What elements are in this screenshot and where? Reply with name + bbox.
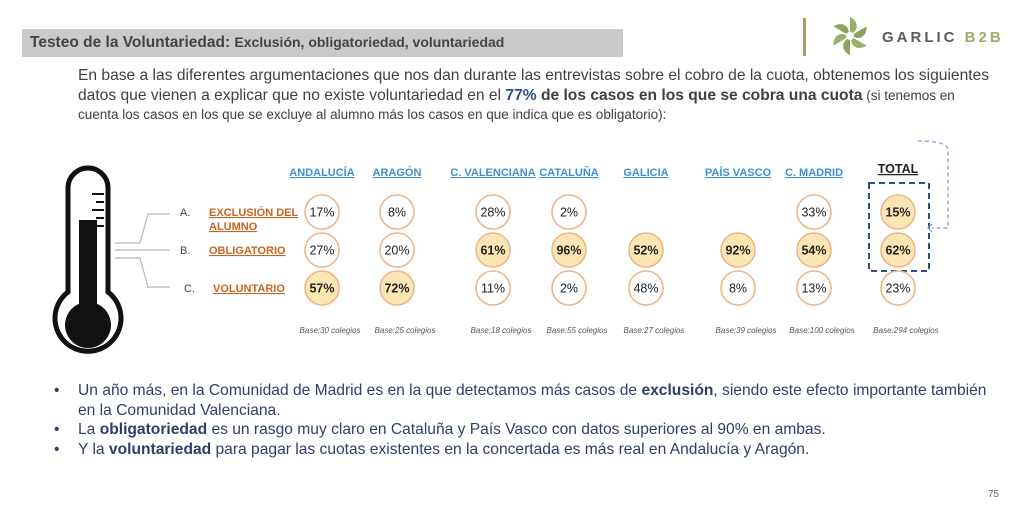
- series-label: VOLUNTARIO: [213, 283, 285, 295]
- category-label: GALICIA: [623, 167, 668, 179]
- value-circle: [379, 232, 415, 268]
- value-label: 28%: [480, 206, 505, 220]
- page-number: 75: [988, 489, 1000, 500]
- value-circle: [628, 232, 664, 268]
- category-label: C. MADRID: [785, 167, 843, 179]
- value-label: 13%: [801, 282, 826, 296]
- row-letter: C.: [184, 283, 195, 295]
- category-label: C. VALENCIANA: [450, 167, 535, 179]
- page-title: Testeo de la Voluntariedad: Exclusión, o…: [30, 34, 504, 52]
- value-circle: [475, 232, 511, 268]
- region-percentage-chart: ANDALUCÍA ARAGÓN C. VALENCIANA CATALUÑA GALI…: [52, 140, 949, 354]
- value-circle: [304, 270, 340, 306]
- title-main: Testeo de la Voluntariedad:: [30, 34, 231, 51]
- base-label: Base:294 colegios: [873, 326, 938, 335]
- category-label: TOTAL: [878, 162, 919, 176]
- value-label: 92%: [725, 244, 750, 258]
- garlic-logo-icon: [833, 17, 867, 55]
- value-circle: [304, 194, 340, 230]
- value-circle: [720, 270, 756, 306]
- value-label: 52%: [633, 244, 658, 258]
- value-label: 72%: [384, 282, 409, 296]
- base-label: Base:27 colegios: [624, 326, 685, 335]
- logo-text: GARLIC B2B: [882, 29, 1004, 46]
- value-label: 62%: [885, 244, 910, 258]
- value-label: 2%: [560, 206, 578, 220]
- thermometer-icon: [52, 165, 124, 354]
- connector-lines: [115, 213, 170, 288]
- logo-name: GARLIC: [882, 29, 958, 46]
- value-circle: [880, 232, 916, 268]
- bullet-item: Y la voluntariedad para pagar las cuotas…: [52, 440, 1002, 460]
- base-label: Base:30 colegios: [300, 326, 361, 335]
- intro-paragraph: En base a las diferentes argumentaciones…: [78, 66, 998, 125]
- intro-text-3: (si tenemos en cuenta los casos en los q…: [78, 87, 955, 123]
- value-circle: [551, 194, 587, 230]
- value-label: 2%: [560, 282, 578, 296]
- value-label: 8%: [388, 206, 406, 220]
- total-callout-arrow: [927, 223, 933, 233]
- value-circle: [720, 232, 756, 268]
- bullet-list: Un año más, en la Comunidad de Madrid es…: [52, 381, 1002, 459]
- value-circle: [880, 270, 916, 306]
- value-circle: [628, 270, 664, 306]
- value-circle: [796, 270, 832, 306]
- intro-text-1: En base a las diferentes argumentaciones…: [78, 67, 990, 104]
- value-circle: [379, 194, 415, 230]
- base-label: Base:39 colegios: [716, 326, 777, 335]
- value-label: 54%: [801, 244, 826, 258]
- series-label: ALUMNO: [209, 221, 258, 233]
- value-label: 48%: [633, 282, 658, 296]
- value-label: 20%: [384, 244, 409, 258]
- series-label: OBLIGATORIO: [209, 245, 286, 257]
- logo-divider: [803, 18, 806, 56]
- value-label: 61%: [480, 244, 505, 258]
- title-sub: Exclusión, obligatoriedad, voluntariedad: [234, 34, 505, 50]
- value-label: 11%: [481, 282, 505, 296]
- value-label: 8%: [729, 282, 747, 296]
- value-circle: [379, 270, 415, 306]
- category-label: PAÍS VASCO: [705, 166, 772, 179]
- row-letter: B.: [180, 245, 190, 257]
- value-circle: [475, 194, 511, 230]
- chart-marks: ANDALUCÍA ARAGÓN C. VALENCIANA CATALUÑA GALI…: [180, 162, 939, 335]
- category-label: ANDALUCÍA: [289, 166, 354, 179]
- base-label: Base:55 colegios: [547, 326, 608, 335]
- value-circle: [796, 232, 832, 268]
- value-label: 15%: [885, 206, 910, 220]
- value-label: 17%: [309, 206, 334, 220]
- category-label: ARAGÓN: [373, 166, 422, 179]
- title-bar: Testeo de la Voluntariedad: Exclusión, o…: [22, 29, 623, 57]
- value-circle: [475, 270, 511, 306]
- series-label: EXCLUSIÓN DEL: [209, 206, 299, 219]
- bullet-item: La obligatoriedad es un rasgo muy claro …: [52, 420, 1002, 440]
- value-label: 23%: [885, 282, 910, 296]
- value-circle: [551, 232, 587, 268]
- value-circle: [304, 232, 340, 268]
- base-label: Base:100 colegios: [789, 326, 854, 335]
- base-label: Base:18 colegios: [471, 326, 532, 335]
- value-label: 57%: [309, 282, 334, 296]
- base-label: Base:25 colegios: [375, 326, 436, 335]
- intro-percentage: 77%: [505, 86, 537, 104]
- bullet-item: Un año más, en la Comunidad de Madrid es…: [52, 381, 1002, 420]
- logo-suffix: B2B: [964, 29, 1004, 46]
- total-callout-line: [917, 140, 949, 229]
- value-circle: [880, 194, 916, 230]
- value-circle: [551, 270, 587, 306]
- value-label: 27%: [309, 244, 334, 258]
- category-label: CATALUÑA: [539, 166, 599, 179]
- value-label: 96%: [556, 244, 581, 258]
- value-circle: [796, 194, 832, 230]
- intro-text-2: de los casos en los que se cobra una cuo…: [536, 86, 863, 104]
- value-label: 33%: [801, 206, 826, 220]
- row-letter: A.: [180, 207, 190, 219]
